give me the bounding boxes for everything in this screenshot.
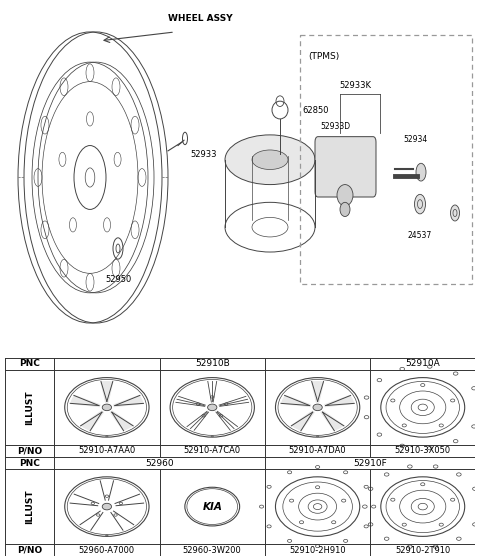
Text: KIA: KIA: [202, 501, 222, 511]
Text: 52910B: 52910B: [195, 359, 229, 368]
Text: P/NO: P/NO: [17, 546, 42, 555]
Ellipse shape: [211, 435, 214, 437]
Text: P/NO: P/NO: [17, 446, 42, 455]
Text: 62850: 62850: [302, 106, 328, 115]
Text: 52933: 52933: [190, 150, 216, 159]
Text: 52933K: 52933K: [339, 80, 371, 89]
Ellipse shape: [415, 195, 425, 214]
Ellipse shape: [340, 202, 350, 216]
Text: 52933D: 52933D: [320, 122, 350, 131]
Ellipse shape: [337, 184, 353, 206]
Text: 52910-A7DA0: 52910-A7DA0: [289, 446, 347, 455]
Ellipse shape: [416, 163, 426, 181]
Text: WHEEL ASSY: WHEEL ASSY: [168, 14, 233, 23]
Text: 52934: 52934: [403, 135, 427, 144]
Text: 52960-3W200: 52960-3W200: [183, 546, 241, 555]
Text: PNC: PNC: [19, 359, 40, 368]
Ellipse shape: [225, 135, 315, 184]
Text: (TPMS): (TPMS): [308, 53, 339, 61]
Text: ILLUST: ILLUST: [25, 489, 34, 524]
Text: 52910F: 52910F: [353, 459, 387, 468]
Polygon shape: [324, 396, 353, 406]
Polygon shape: [101, 382, 113, 402]
Text: 52910-A7AA0: 52910-A7AA0: [78, 446, 135, 455]
Text: 52950: 52950: [105, 275, 131, 284]
Text: 52960-A7000: 52960-A7000: [79, 546, 135, 555]
Ellipse shape: [252, 150, 288, 169]
Polygon shape: [110, 411, 132, 430]
Text: ILLUST: ILLUST: [25, 390, 34, 425]
Text: 24537: 24537: [408, 231, 432, 240]
Polygon shape: [312, 382, 324, 402]
Ellipse shape: [313, 404, 322, 411]
Text: 52910A: 52910A: [406, 359, 440, 368]
Ellipse shape: [106, 535, 108, 536]
Polygon shape: [81, 411, 104, 430]
Text: 52910-2H910: 52910-2H910: [289, 546, 346, 555]
Text: 52910-3X050: 52910-3X050: [395, 446, 451, 455]
Ellipse shape: [106, 435, 108, 437]
Text: 52910-2T910: 52910-2T910: [395, 546, 450, 555]
Text: PNC: PNC: [19, 459, 40, 468]
Text: 52960: 52960: [145, 459, 174, 468]
Ellipse shape: [316, 435, 319, 437]
Ellipse shape: [208, 404, 217, 411]
Polygon shape: [282, 396, 311, 406]
Polygon shape: [71, 396, 100, 406]
Text: 52910-A7CA0: 52910-A7CA0: [184, 446, 241, 455]
Polygon shape: [321, 411, 343, 430]
Polygon shape: [114, 396, 143, 406]
FancyBboxPatch shape: [315, 136, 376, 197]
Ellipse shape: [102, 503, 111, 510]
Ellipse shape: [451, 205, 459, 221]
Polygon shape: [292, 411, 314, 430]
Ellipse shape: [102, 404, 111, 411]
